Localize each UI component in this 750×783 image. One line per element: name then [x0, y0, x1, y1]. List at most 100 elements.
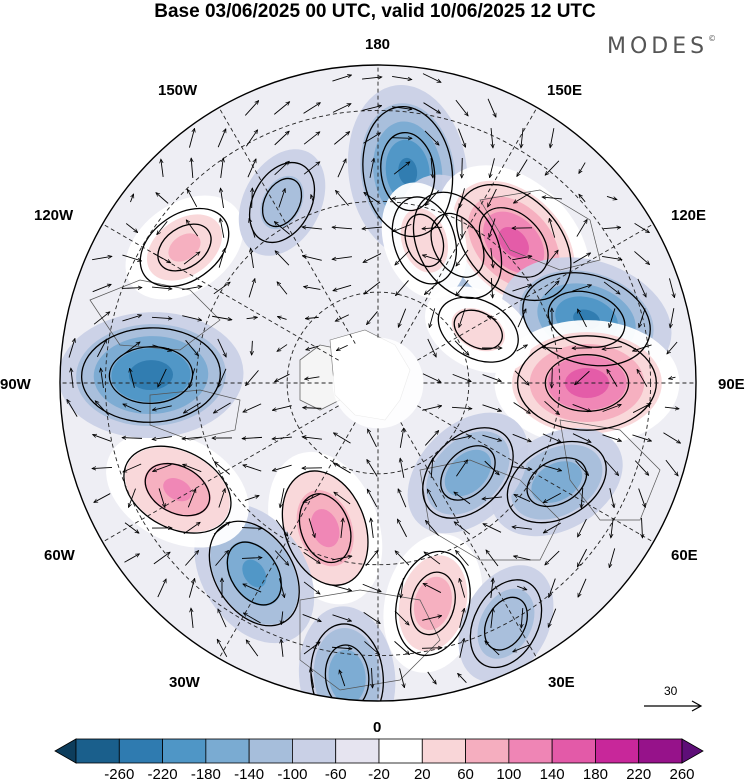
wind-vector [274, 222, 290, 235]
contour-loop [455, 183, 572, 302]
wind-vector [243, 583, 262, 593]
wind-vector [483, 523, 502, 533]
wind-vector [220, 188, 224, 208]
wind-vector [244, 101, 258, 116]
contour-loop [440, 445, 496, 501]
wind-vector [484, 460, 500, 475]
wind-vector [332, 227, 353, 229]
parallel-circle [195, 200, 561, 566]
wind-vector [634, 222, 650, 232]
wind-vector [93, 435, 112, 442]
wind-vector [542, 464, 561, 471]
wind-vector [490, 158, 495, 177]
wind-vector [332, 584, 351, 590]
wind-vector [669, 278, 674, 297]
wind-vector [272, 405, 292, 411]
wind-vector [670, 308, 675, 328]
wind-vector [521, 128, 524, 148]
wind-vector [275, 251, 290, 266]
wind-vector [602, 404, 622, 412]
contour-loop [526, 457, 588, 508]
wind-vector [191, 608, 194, 628]
wind-vector [545, 550, 560, 565]
wind-vector [459, 638, 464, 658]
wind-vector [278, 188, 285, 208]
wind-vector [333, 284, 352, 290]
wind-vector [68, 338, 75, 358]
wind-vector [665, 459, 678, 476]
wind-vector [333, 463, 351, 474]
wind-vector [549, 218, 556, 238]
wind-vector [575, 460, 588, 476]
wind-vector [334, 132, 349, 145]
wind-vector [183, 522, 200, 535]
contour-loop [412, 191, 503, 299]
colorbar-cell [75, 738, 120, 764]
wind-vector [513, 643, 532, 652]
vector-scale-arrow [644, 700, 703, 712]
colorbar-cell [248, 738, 293, 764]
contour-loop [380, 131, 436, 212]
wind-vector [332, 75, 351, 82]
colorbar-tick-label: -20 [368, 766, 390, 783]
wind-vector [274, 550, 289, 566]
wind-vector [71, 368, 74, 388]
wind-vector [161, 159, 164, 177]
wind-vector [123, 403, 142, 413]
contour-loop [144, 462, 211, 517]
wind-vector [363, 133, 381, 144]
wind-vector [397, 519, 407, 538]
wind-vector [552, 367, 553, 388]
colorbar-cell [551, 738, 596, 764]
wind-vector [550, 128, 555, 148]
contour-loop [404, 213, 445, 268]
wind-vector [332, 556, 352, 561]
wind-vector [275, 519, 288, 536]
anomaly-centre-8 [298, 606, 396, 701]
wind-vector [544, 281, 559, 296]
wind-vector [423, 583, 442, 593]
wind-vector [399, 428, 403, 448]
wind-vector [422, 255, 442, 262]
wind-vector [398, 308, 407, 328]
wind-vector [579, 194, 586, 203]
wind-vector [491, 277, 492, 298]
contour-loop [522, 272, 651, 367]
wind-vector [543, 492, 562, 502]
colorbar-cell [465, 738, 510, 764]
wind-vector [456, 460, 467, 477]
wind-vector [395, 551, 410, 566]
wind-vector [577, 309, 587, 328]
contour-loop [395, 550, 471, 657]
wind-vector [544, 401, 560, 414]
wind-vector [303, 642, 320, 655]
wind-vector [602, 256, 622, 259]
wind-vector [251, 248, 254, 268]
wind-vector [637, 369, 648, 387]
wind-vector [392, 197, 413, 198]
wind-vector [577, 518, 587, 537]
wind-vector [603, 281, 620, 294]
wind-vector [245, 130, 257, 147]
wind-vector [393, 223, 412, 231]
wind-vector [491, 128, 493, 148]
wind-vector [157, 221, 168, 234]
wind-vector [517, 159, 528, 176]
wind-vector [455, 99, 468, 116]
colorbar-tick-label: 100 [496, 766, 522, 783]
contour-loop [469, 579, 543, 669]
wind-vector [213, 402, 231, 413]
wind-vector [186, 220, 199, 237]
wind-vector [273, 102, 289, 115]
wind-vector [185, 551, 198, 566]
wind-vector [512, 285, 531, 292]
wind-vector [367, 429, 377, 448]
wind-vector [364, 192, 381, 205]
wind-vector [482, 374, 502, 382]
wind-vector [422, 616, 441, 621]
wind-vector [422, 73, 441, 83]
wind-vector [92, 467, 113, 468]
contour-loop [123, 445, 232, 534]
wind-vector [543, 522, 561, 533]
